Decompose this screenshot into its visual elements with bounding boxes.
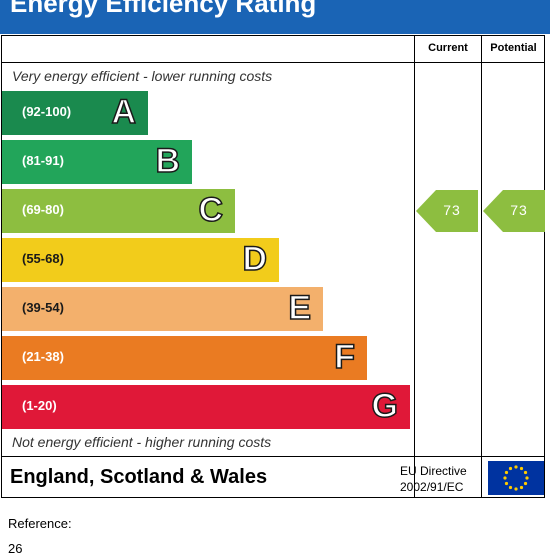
current-rating-arrow: 73 [416,190,478,232]
potential-rating-arrow: 73 [483,190,545,232]
eu-star [508,466,513,471]
band-range-label: (81-91) [22,153,64,168]
current-column-divider [414,35,415,498]
band-letter-label: A [111,92,137,132]
eu-star [504,481,509,486]
chart-title: Energy Efficiency Rating [10,0,317,18]
band-range-label: (39-54) [22,300,64,315]
reference-value: 26 [8,541,23,556]
band-d: (55-68) D [2,238,279,282]
band-c: (69-80) C [2,189,235,233]
eu-flag-icon [488,461,544,495]
band-range-label: (21-38) [22,349,64,364]
eu-directive-line1: EU Directive [400,464,467,478]
eu-directive: EU Directive 2002/91/EC [400,463,467,495]
bottom-note: Not energy efficient - higher running co… [12,434,272,450]
footer-divider [1,456,545,457]
eu-star [504,470,509,475]
eu-flag-stars [503,465,529,491]
eu-star [523,481,528,486]
reference-label: Reference: [8,516,72,531]
current-arrow-shape [416,190,478,232]
band-range-label: (69-80) [22,202,64,217]
potential-arrow-shape [483,190,545,232]
band-range-label: (1-20) [22,398,57,413]
header-divider [1,62,545,63]
band-letter-label: G [371,386,399,426]
potential-column-header: Potential [490,42,537,54]
rating-frame [1,35,545,498]
eu-star [514,487,518,491]
band-b: (81-91) B [2,140,192,184]
eu-star [503,476,507,480]
top-note: Very energy efficient - lower running co… [12,68,273,84]
band-e: (39-54) E [2,287,323,331]
eu-star [519,485,524,490]
potential-rating-value: 73 [510,202,528,218]
title-bar: Energy Efficiency Rating [0,0,550,34]
band-g: (1-20) G [2,385,410,429]
band-f: (21-38) F [2,336,367,380]
band-letter-label: E [288,288,312,328]
eu-star [519,466,524,471]
band-range-label: (55-68) [22,251,64,266]
potential-arrow-polygon [483,190,545,232]
eu-star [525,476,529,480]
current-rating-value: 73 [443,202,461,218]
band-letter-label: D [242,239,268,279]
eu-star [508,485,513,490]
eu-star [514,465,518,469]
band-letter-label: B [155,141,181,181]
current-column-header: Current [428,42,468,54]
band-a: (92-100) A [2,91,148,135]
eu-directive-line2: 2002/91/EC [400,480,464,494]
band-letter-label: C [198,190,224,230]
potential-column-divider [481,35,482,498]
region-label: England, Scotland & Wales [10,466,268,488]
eu-star [523,470,528,475]
band-range-label: (92-100) [22,104,72,119]
band-letter-label: F [333,337,355,377]
current-arrow-polygon [416,190,478,232]
